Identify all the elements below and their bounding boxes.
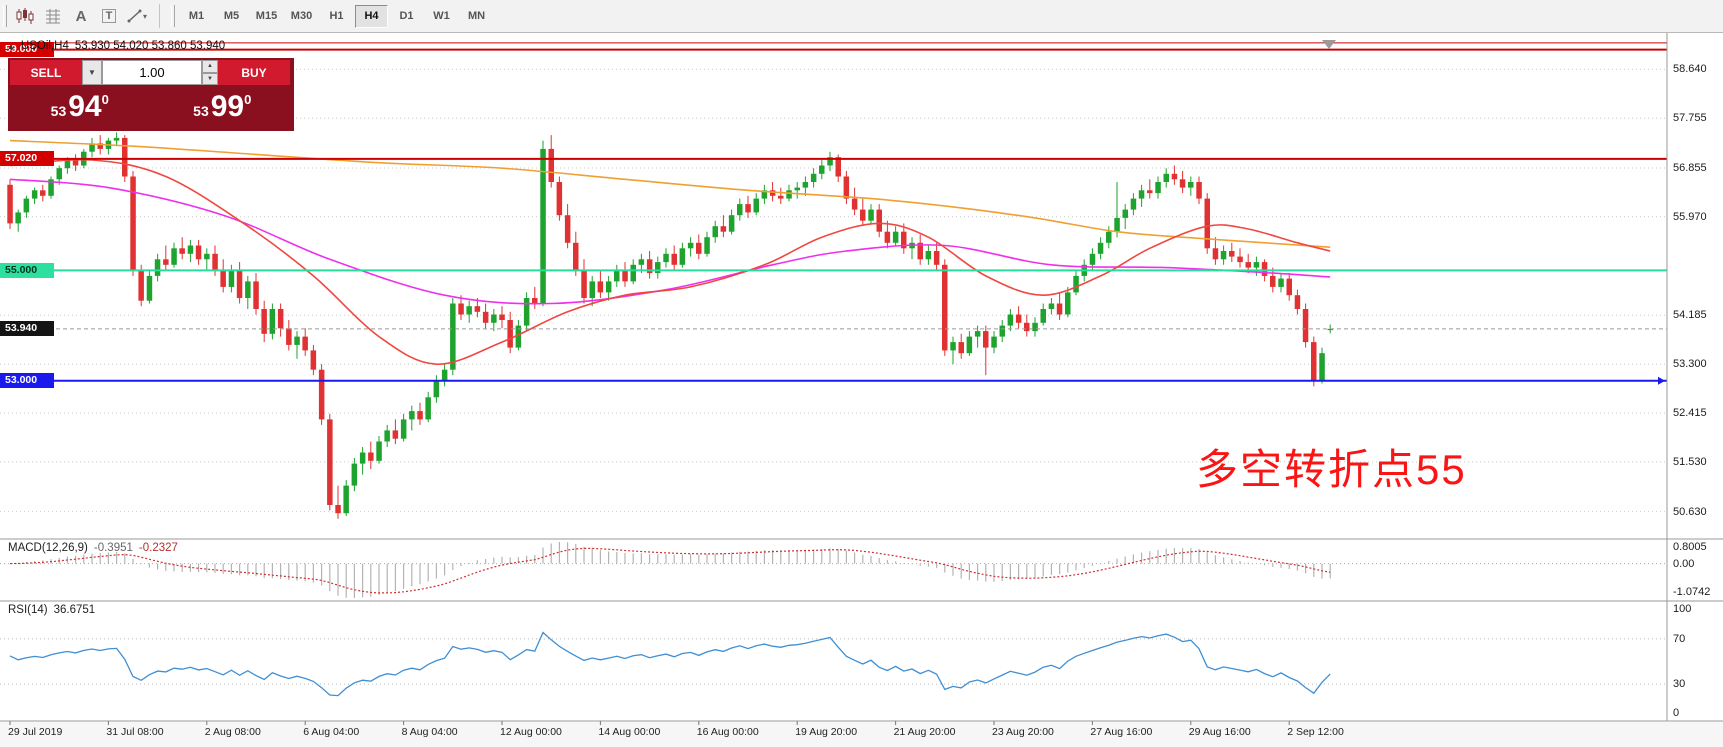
price-divider (149, 87, 153, 129)
timeframe-m5[interactable]: M5 (215, 5, 248, 28)
chart-annotation: 多空转折点55 (1196, 446, 1467, 493)
timeframe-h1[interactable]: H1 (320, 5, 353, 28)
macd-label: MACD(12,26,9) (8, 542, 88, 554)
timeframe-w1[interactable]: W1 (425, 5, 458, 28)
volume-input[interactable] (102, 60, 202, 85)
toolbar-drag-handle[interactable] (3, 5, 7, 27)
macd-label-row: MACD(12,26,9) -0.3951 -0.2327 (8, 542, 178, 554)
timeframe-m1[interactable]: M1 (180, 5, 213, 28)
drawing-tools-icon[interactable]: ▾ (123, 3, 151, 29)
chevron-down-icon: ▾ (142, 11, 147, 21)
buy-price-display: 53 99 0 (153, 87, 293, 129)
candlestick-chart-icon[interactable] (11, 3, 39, 29)
timeframe-d1[interactable]: D1 (390, 5, 423, 28)
sell-button[interactable]: SELL (10, 60, 82, 85)
ohlc-values: 53.930 54.020 53.860 53.940 (74, 40, 226, 52)
buy-price-whole: 53 (193, 103, 209, 119)
volume-decrease-button[interactable]: ▼ (202, 72, 218, 85)
symbol-name: USOil,H4 (20, 40, 69, 52)
rsi-label: RSI(14) (8, 604, 48, 616)
chart-ohlc-header: ▲ USOil,H4 53.930 54.020 53.860 53.940 (7, 40, 225, 52)
text-box-icon[interactable]: T (95, 3, 123, 29)
trade-prices-row: 53 94 0 53 99 0 (10, 87, 292, 129)
buy-price-point: 0 (244, 92, 252, 107)
volume-increase-button[interactable]: ▲ (202, 60, 218, 73)
macd-main-value: -0.3951 (93, 542, 133, 554)
sell-price-point: 0 (101, 92, 109, 107)
collapse-panel-icon[interactable]: ▲ (7, 41, 15, 51)
sell-price-display: 53 94 0 (10, 87, 150, 129)
timeframe-m15[interactable]: M15 (250, 5, 283, 28)
volume-stepper: ▲ ▼ (202, 60, 218, 85)
sell-price-pips: 94 (68, 90, 102, 123)
rsi-value: 36.6751 (53, 604, 96, 616)
top-toolbar: A T ▾ M1 M5 M15 M30 H1 H4 D1 W1 MN (0, 0, 1723, 33)
timeframe-mn[interactable]: MN (460, 5, 493, 28)
volume-dropdown-button[interactable]: ▼ (82, 60, 102, 85)
timeframe-h4[interactable]: H4 (355, 4, 388, 28)
chart-grid-icon[interactable] (39, 3, 67, 29)
toolbar-separator (159, 4, 160, 28)
buy-price-pips: 99 (210, 90, 245, 123)
timeframe-m30[interactable]: M30 (285, 5, 318, 28)
buy-button[interactable]: BUY (218, 60, 290, 85)
text-label-icon[interactable]: A (67, 3, 95, 29)
macd-signal-value: -0.2327 (138, 542, 178, 554)
timeframe-drag-handle[interactable] (171, 5, 175, 27)
date-axis-strip[interactable] (0, 722, 1723, 747)
rsi-label-row: RSI(14) 36.6751 (8, 604, 95, 616)
sell-price-whole: 53 (50, 103, 67, 119)
trade-controls-row: SELL ▼ ▲ ▼ BUY (10, 60, 292, 85)
text-box-glyph: T (101, 9, 117, 23)
